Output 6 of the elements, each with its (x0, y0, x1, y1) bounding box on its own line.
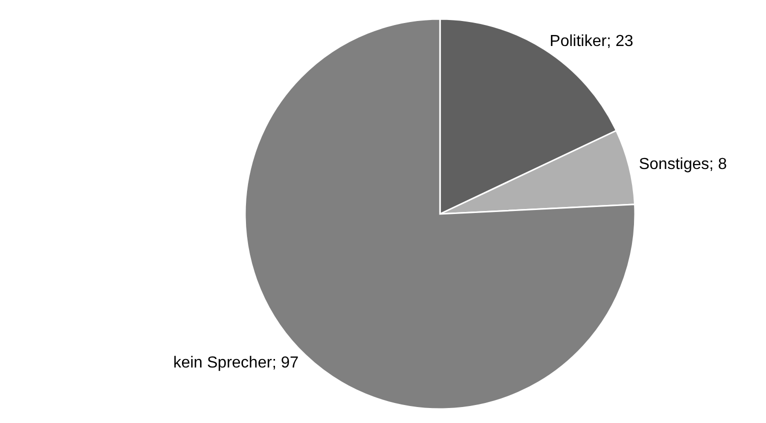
slice-label: Sonstiges (638, 156, 710, 174)
slice-label: kein Sprecher (173, 354, 273, 372)
data-label: ; 97 (272, 354, 299, 372)
data-label: ; 8 (709, 156, 728, 174)
slice-label: Politiker (550, 32, 608, 50)
data-label: ; 23 (606, 32, 634, 50)
